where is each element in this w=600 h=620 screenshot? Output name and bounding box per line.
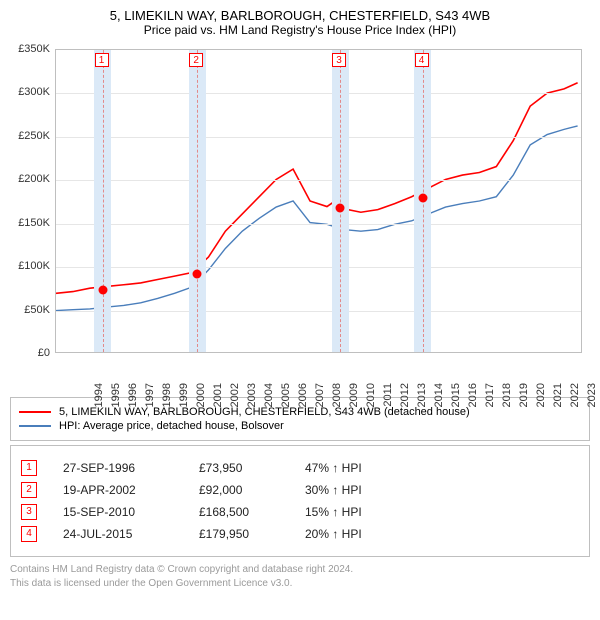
sale-dot: [193, 270, 202, 279]
event-pct: 20% ↑ HPI: [305, 527, 579, 541]
y-axis-label: £300K: [10, 86, 50, 98]
y-axis-label: £100K: [10, 260, 50, 272]
event-row: 2 19-APR-2002 £92,000 30% ↑ HPI: [21, 482, 579, 498]
x-axis-label: 1996: [127, 383, 139, 417]
marker-dashline: [340, 50, 341, 352]
x-axis-label: 1994: [93, 383, 105, 417]
events-table: 1 27-SEP-1996 £73,950 47% ↑ HPI 2 19-APR-2002…: [10, 445, 590, 557]
y-axis-label: £350K: [10, 43, 50, 55]
plot-area: [55, 49, 582, 353]
event-pct: 47% ↑ HPI: [305, 461, 579, 475]
x-axis-label: 2010: [365, 383, 377, 417]
x-axis-label: 2008: [331, 383, 343, 417]
x-axis-label: 2009: [348, 383, 360, 417]
event-price: £92,000: [199, 483, 279, 497]
x-axis-label: 1997: [144, 383, 156, 417]
gridline: [56, 93, 581, 94]
y-axis-label: £200K: [10, 173, 50, 185]
gridline: [56, 267, 581, 268]
event-price: £179,950: [199, 527, 279, 541]
x-axis-label: 2022: [569, 383, 581, 417]
gridline: [56, 224, 581, 225]
event-number: 1: [21, 460, 37, 476]
x-axis-label: 2015: [450, 383, 462, 417]
x-axis-label: 2016: [467, 383, 479, 417]
event-number: 2: [21, 482, 37, 498]
x-axis-label: 2014: [433, 383, 445, 417]
event-row: 1 27-SEP-1996 £73,950 47% ↑ HPI: [21, 460, 579, 476]
x-axis-label: 2002: [229, 383, 241, 417]
x-axis-label: 2000: [195, 383, 207, 417]
x-axis-label: 2007: [314, 383, 326, 417]
y-axis-label: £0: [10, 347, 50, 359]
sale-dot: [336, 203, 345, 212]
event-pct: 30% ↑ HPI: [305, 483, 579, 497]
gridline: [56, 137, 581, 138]
footer-line1: Contains HM Land Registry data © Crown c…: [10, 563, 590, 577]
event-row: 3 15-SEP-2010 £168,500 15% ↑ HPI: [21, 504, 579, 520]
event-price: £168,500: [199, 505, 279, 519]
legend-swatch: [19, 425, 51, 427]
legend-label: HPI: Average price, detached house, Bols…: [59, 420, 284, 432]
gridline: [56, 180, 581, 181]
event-number: 3: [21, 504, 37, 520]
title-line1: 5, LIMEKILN WAY, BARLBOROUGH, CHESTERFIE…: [10, 8, 590, 23]
event-date: 19-APR-2002: [63, 483, 173, 497]
event-row: 4 24-JUL-2015 £179,950 20% ↑ HPI: [21, 526, 579, 542]
footer-line2: This data is licensed under the Open Gov…: [10, 577, 590, 591]
x-axis-label: 2003: [246, 383, 258, 417]
sale-dot: [418, 193, 427, 202]
x-axis-label: 2005: [280, 383, 292, 417]
event-date: 27-SEP-1996: [63, 461, 173, 475]
legend-row: HPI: Average price, detached house, Bols…: [19, 420, 581, 432]
title-line2: Price paid vs. HM Land Registry's House …: [10, 23, 590, 37]
sale-marker: 2: [189, 53, 203, 67]
marker-dashline: [103, 50, 104, 352]
y-axis-label: £50K: [10, 304, 50, 316]
x-axis-label: 2018: [501, 383, 513, 417]
y-axis-label: £150K: [10, 217, 50, 229]
x-axis-label: 2023: [586, 383, 598, 417]
gridline: [56, 311, 581, 312]
event-date: 15-SEP-2010: [63, 505, 173, 519]
series-property: [56, 83, 578, 294]
x-axis-label: 1999: [178, 383, 190, 417]
sale-dot: [98, 285, 107, 294]
event-date: 24-JUL-2015: [63, 527, 173, 541]
chart-svg: [56, 50, 581, 352]
event-pct: 15% ↑ HPI: [305, 505, 579, 519]
sale-marker: 4: [415, 53, 429, 67]
x-axis-label: 2019: [518, 383, 530, 417]
x-axis-label: 2020: [535, 383, 547, 417]
legend-swatch: [19, 411, 51, 413]
x-axis-label: 1995: [110, 383, 122, 417]
event-number: 4: [21, 526, 37, 542]
x-axis-label: 1998: [161, 383, 173, 417]
x-axis-label: 2013: [416, 383, 428, 417]
sale-marker: 3: [332, 53, 346, 67]
x-axis-label: 2001: [212, 383, 224, 417]
sale-marker: 1: [95, 53, 109, 67]
x-axis-label: 2012: [399, 383, 411, 417]
x-axis-label: 2004: [263, 383, 275, 417]
x-axis-label: 2017: [484, 383, 496, 417]
price-chart: £0£50K£100K£150K£200K£250K£300K£350K1994…: [10, 41, 590, 391]
x-axis-label: 2006: [297, 383, 309, 417]
x-axis-label: 2021: [552, 383, 564, 417]
marker-dashline: [197, 50, 198, 352]
x-axis-label: 2011: [382, 383, 394, 417]
footer-text: Contains HM Land Registry data © Crown c…: [10, 563, 590, 590]
y-axis-label: £250K: [10, 130, 50, 142]
event-price: £73,950: [199, 461, 279, 475]
